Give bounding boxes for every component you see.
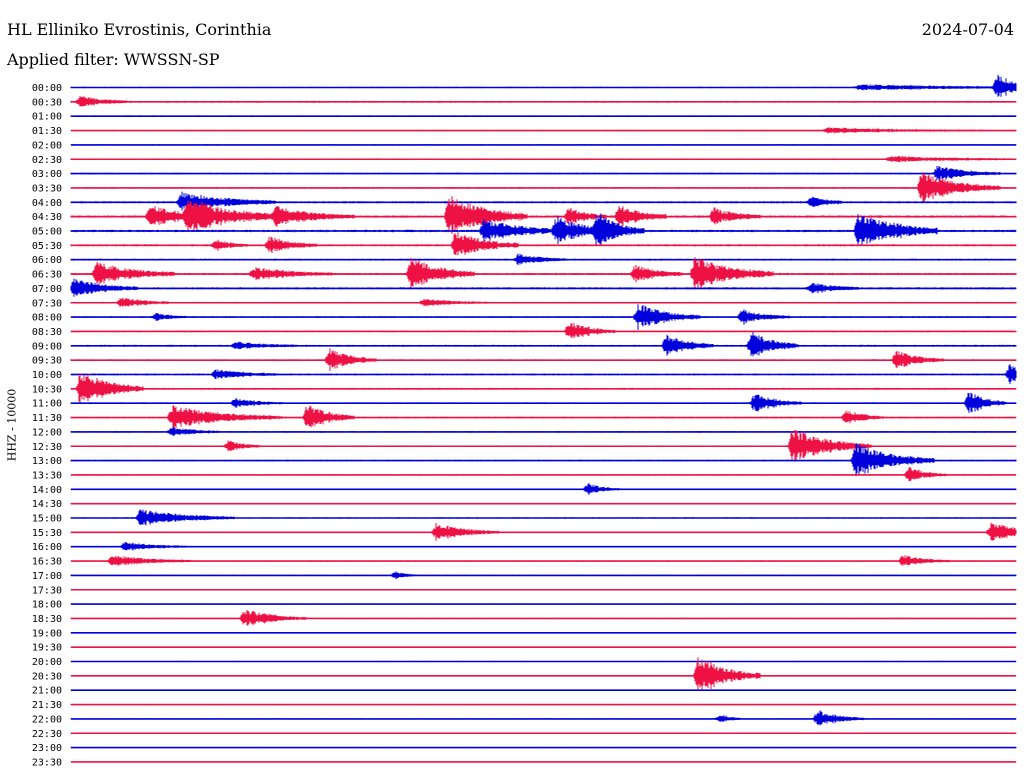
row-time-label: 04:30: [32, 212, 62, 223]
row-time-label: 02:00: [32, 140, 62, 151]
trace-line: [70, 710, 1017, 726]
row-time-label: 08:30: [32, 327, 62, 338]
row-time-label: 19:30: [32, 643, 62, 654]
row-time-label: 22:00: [32, 714, 62, 725]
trace-line: [70, 172, 1017, 202]
row-time-label: 15:00: [32, 514, 62, 525]
row-time-label: 21:30: [32, 700, 62, 711]
row-time-label: 17:30: [32, 585, 62, 596]
row-time-label: 11:00: [32, 399, 62, 410]
row-time-label: 10:30: [32, 384, 62, 395]
row-time-label: 08:00: [32, 313, 62, 324]
row-time-label: 02:30: [32, 155, 62, 166]
row-time-label: 00:00: [32, 83, 62, 94]
row-time-label: 03:30: [32, 183, 62, 194]
row-time-label: 10:00: [32, 370, 62, 381]
station-title: HL Elliniko Evrostinis, Corinthia: [7, 20, 272, 39]
trace-line: [70, 74, 1017, 97]
row-time-label: 23:00: [32, 743, 62, 754]
row-time-label: 21:00: [32, 686, 62, 697]
row-time-label: 01:30: [32, 126, 62, 137]
row-time-label: 19:00: [32, 628, 62, 639]
row-time-label: 00:30: [32, 97, 62, 108]
trace-line: [70, 191, 1017, 211]
row-time-label: 23:30: [32, 757, 62, 768]
trace-line: [70, 257, 1017, 290]
row-time-label: 09:30: [32, 356, 62, 367]
row-time-label: 17:00: [32, 571, 62, 582]
row-time-label: 15:30: [32, 528, 62, 539]
row-time-label: 11:30: [32, 413, 62, 424]
row-time-label: 13:30: [32, 470, 62, 481]
row-time-label: 05:00: [32, 227, 62, 238]
row-time-label: 16:30: [32, 557, 62, 568]
row-time-label: 16:00: [32, 542, 62, 553]
row-time-label: 07:30: [32, 298, 62, 309]
row-time-label: 12:30: [32, 442, 62, 453]
trace-line: [70, 332, 1017, 357]
row-time-label: 13:00: [32, 456, 62, 467]
row-time-label: 18:30: [32, 614, 62, 625]
row-time-label: 14:00: [32, 485, 62, 496]
row-time-label: 20:30: [32, 671, 62, 682]
row-time-label: 18:00: [32, 600, 62, 611]
row-time-label: 04:00: [32, 198, 62, 209]
filter-label: Applied filter: WWSSN-SP: [7, 50, 220, 69]
row-time-label: 14:30: [32, 499, 62, 510]
date-label: 2024-07-04: [921, 20, 1014, 39]
trace-line: [70, 467, 1017, 482]
row-time-label: 07:00: [32, 284, 62, 295]
row-time-label: 12:00: [32, 427, 62, 438]
row-time-label: 06:00: [32, 255, 62, 266]
row-time-label: 03:00: [32, 169, 62, 180]
row-time-label: 05:30: [32, 241, 62, 252]
row-time-label: 22:30: [32, 729, 62, 740]
row-time-label: 01:00: [32, 112, 62, 123]
row-time-label: 06:30: [32, 270, 62, 281]
row-time-label: 20:00: [32, 657, 62, 668]
row-time-label: 09:00: [32, 341, 62, 352]
